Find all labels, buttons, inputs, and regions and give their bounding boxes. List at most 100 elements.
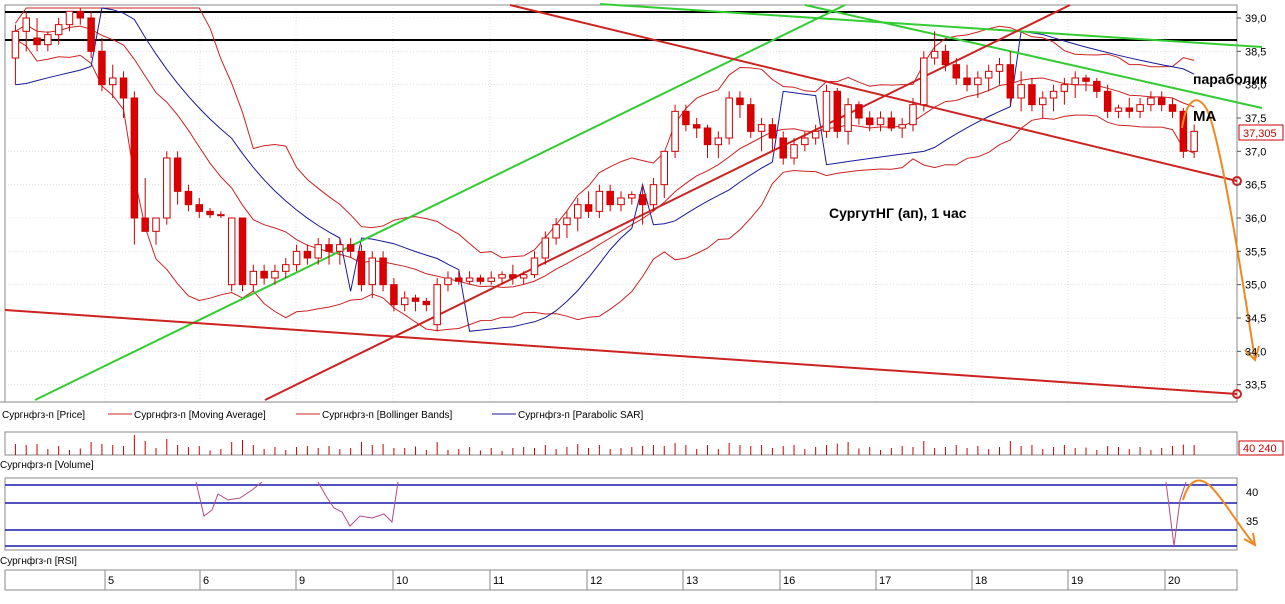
volume-bar	[652, 445, 654, 455]
candle-body	[1147, 97, 1155, 106]
date-tick-label: 9	[299, 575, 305, 587]
volume-bar	[79, 448, 81, 455]
volume-bar	[469, 447, 471, 455]
trendline-red-bottom	[4, 309, 1238, 395]
date-tick-label: 13	[686, 575, 698, 587]
volume-bar	[1009, 441, 1011, 455]
candle-body	[898, 124, 906, 129]
trendline-red-falling	[509, 4, 1238, 182]
volume-bar	[339, 449, 341, 455]
date-tick-label: 18	[975, 575, 987, 587]
volume-bar	[425, 450, 427, 455]
volume-bars	[14, 435, 1195, 455]
volume-bar	[717, 449, 719, 455]
candle-body	[1039, 97, 1047, 106]
rsi-tick-40: 40	[1246, 487, 1258, 499]
volume-bar	[458, 449, 460, 455]
candle-body	[692, 124, 701, 129]
volume-bar	[685, 445, 687, 455]
candle-body	[887, 117, 896, 129]
candle-body	[108, 77, 117, 86]
volume-bar	[1085, 447, 1087, 455]
candle-body	[238, 217, 247, 286]
candle-body	[217, 214, 225, 217]
candle-body	[1114, 107, 1123, 112]
rsi-panel-label: Сургнфгз-п [RSI]	[0, 555, 77, 567]
volume-bar	[825, 445, 827, 455]
bollinger-lower	[15, 38, 1195, 332]
volume-bar	[1150, 450, 1152, 455]
volume-bar	[923, 441, 925, 455]
candle-body	[530, 257, 539, 276]
volume-bar	[966, 448, 968, 455]
volume-bar	[112, 445, 114, 455]
volume-bar	[274, 447, 276, 455]
price-tick-label: 35,5	[1245, 246, 1266, 258]
candle-body	[649, 184, 658, 206]
candle-body	[1060, 84, 1069, 92]
volume-bar	[696, 449, 698, 455]
volume-bar	[1096, 450, 1098, 455]
candle-body	[638, 194, 647, 206]
candle-body	[995, 64, 1004, 72]
candle-body	[1082, 77, 1090, 82]
candle-body	[855, 104, 863, 119]
date-tick-label: 12	[590, 575, 602, 587]
candle-body	[1017, 84, 1025, 99]
volume-bar	[555, 449, 557, 455]
candle-body	[844, 104, 852, 132]
volume-bar	[447, 450, 449, 455]
candle-body	[1125, 107, 1134, 112]
volume-bar	[869, 447, 871, 455]
candle-body	[876, 117, 885, 126]
date-axis-ticks: 5 6 9 10 11 12 13 16 17 18 19 20	[104, 570, 1180, 590]
candle-body	[1071, 77, 1079, 86]
candle-body	[563, 217, 571, 226]
candle-body	[476, 277, 485, 282]
volume-bar	[761, 445, 763, 455]
candle-body	[682, 110, 690, 126]
candle-body	[1103, 90, 1112, 112]
price-tick-label: 36,0	[1245, 213, 1266, 225]
candle-body	[260, 270, 268, 279]
annotation-ma: MA	[1193, 108, 1216, 125]
trendline-green-rising	[34, 4, 846, 401]
volume-bar	[296, 447, 298, 455]
volume-bar	[523, 447, 525, 455]
volume-bar	[620, 448, 622, 455]
volume-bar	[793, 445, 795, 455]
candle-body	[909, 104, 917, 126]
candle-body	[76, 10, 85, 19]
volume-bar	[728, 443, 730, 455]
candle-body	[11, 30, 20, 59]
volume-bar	[577, 444, 579, 455]
candle-body	[1049, 90, 1058, 99]
candle-body	[1190, 130, 1198, 152]
candle-body	[195, 204, 203, 212]
volume-bar	[209, 450, 211, 455]
volume-bar	[1074, 448, 1076, 455]
volume-bar	[998, 447, 1000, 455]
legend-ma: Сургнфгз-п [Moving Average]	[134, 409, 266, 421]
candle-body	[595, 190, 604, 212]
volume-bar	[674, 443, 676, 455]
volume-bar	[360, 442, 362, 455]
volume-bar	[1117, 447, 1119, 455]
forecast-arrowhead-price	[1244, 345, 1260, 362]
volume-bar	[231, 442, 233, 455]
candle-body	[411, 297, 420, 302]
legend-sar: Сургнфгз-п [Parabolic SAR]	[518, 409, 644, 421]
candle-body	[249, 270, 258, 286]
volume-bar	[533, 448, 535, 455]
volume-bar	[166, 439, 168, 455]
candle-body	[519, 274, 528, 279]
annotation-title: СургутНГ (ап), 1 час	[829, 205, 967, 221]
volume-bar	[101, 444, 103, 455]
volume-bar	[436, 442, 438, 455]
volume-bar	[220, 449, 222, 455]
volume-value-box	[1238, 440, 1284, 456]
candle-body	[930, 50, 939, 59]
candle-body	[660, 150, 669, 186]
price-tick-label: 33,5	[1245, 380, 1266, 392]
